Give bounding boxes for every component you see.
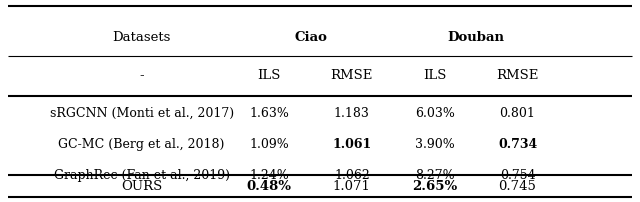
Text: 0.754: 0.754 — [500, 168, 535, 181]
Text: Datasets: Datasets — [113, 31, 171, 44]
Text: 0.48%: 0.48% — [246, 179, 292, 192]
Text: RMSE: RMSE — [497, 69, 539, 82]
Text: 1.071: 1.071 — [333, 179, 371, 192]
Text: sRGCNN (Monti et al., 2017): sRGCNN (Monti et al., 2017) — [49, 106, 234, 119]
Text: RMSE: RMSE — [331, 69, 373, 82]
Text: Douban: Douban — [447, 31, 504, 44]
Text: 1.63%: 1.63% — [249, 106, 289, 119]
Text: 8.27%: 8.27% — [415, 168, 454, 181]
Text: -: - — [140, 69, 144, 82]
Text: 6.03%: 6.03% — [415, 106, 454, 119]
Text: 1.09%: 1.09% — [249, 137, 289, 150]
Text: 1.183: 1.183 — [334, 106, 370, 119]
Text: ILS: ILS — [257, 69, 281, 82]
Text: 1.062: 1.062 — [334, 168, 370, 181]
Text: ILS: ILS — [423, 69, 446, 82]
Text: Ciao: Ciao — [294, 31, 327, 44]
Text: 2.65%: 2.65% — [412, 179, 458, 192]
Text: 0.801: 0.801 — [500, 106, 536, 119]
Text: 1.24%: 1.24% — [249, 168, 289, 181]
Text: 3.90%: 3.90% — [415, 137, 454, 150]
Text: 0.745: 0.745 — [499, 179, 536, 192]
Text: 0.734: 0.734 — [498, 137, 537, 150]
Text: GC-MC (Berg et al., 2018): GC-MC (Berg et al., 2018) — [58, 137, 225, 150]
Text: GraphRec (Fan et al., 2019): GraphRec (Fan et al., 2019) — [54, 168, 230, 181]
Text: OURS: OURS — [121, 179, 162, 192]
Text: 1.061: 1.061 — [332, 137, 371, 150]
